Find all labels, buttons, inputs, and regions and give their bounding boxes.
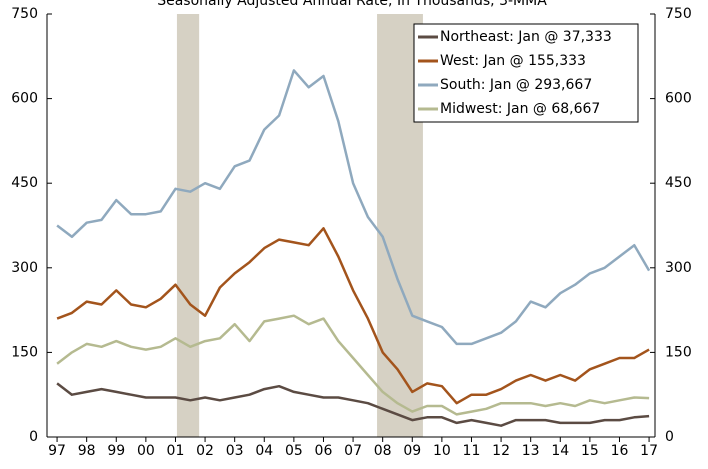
- x-tick-label: 97: [48, 443, 66, 459]
- x-tick-label: 08: [374, 443, 392, 459]
- series-line: [56, 227, 650, 405]
- legend-box: [413, 23, 639, 123]
- y2-tick-label: 0: [665, 429, 674, 445]
- x-tick-label: 17: [640, 443, 658, 459]
- y-tick-label: 150: [11, 344, 38, 360]
- legend-label: Midwest: Jan @ 68,667: [440, 101, 600, 117]
- x-tick-label: 14: [551, 443, 569, 459]
- x-tick-label: 98: [78, 443, 96, 459]
- x-tick-label: 16: [611, 443, 629, 459]
- y2-tick-label: 300: [665, 260, 692, 276]
- x-tick-label: 06: [315, 443, 333, 459]
- y-tick-label: 450: [11, 175, 38, 191]
- x-tick-label: 07: [344, 443, 362, 459]
- x-tick-label: 11: [463, 443, 481, 459]
- x-tick-label: 15: [581, 443, 599, 459]
- legend-label: West: Jan @ 155,333: [440, 53, 586, 69]
- x-tick-label: 10: [433, 443, 451, 459]
- y2-tick-label: 450: [665, 175, 692, 191]
- y2-tick-label: 750: [665, 6, 692, 22]
- y2-tick-label: 150: [665, 344, 692, 360]
- x-tick-label: 04: [255, 443, 273, 459]
- x-tick-label: 99: [107, 443, 125, 459]
- x-tick-label: 03: [226, 443, 244, 459]
- recession-band: [176, 14, 200, 437]
- x-tick-label: 01: [167, 443, 185, 459]
- y-tick-label: 750: [11, 6, 38, 22]
- series-line: [56, 382, 650, 427]
- x-tick-label: 13: [522, 443, 540, 459]
- x-tick-label: 00: [137, 443, 155, 459]
- series-line: [56, 69, 651, 346]
- series-line: [56, 314, 650, 416]
- y2-tick-label: 600: [665, 91, 692, 107]
- x-tick-label: 02: [196, 443, 214, 459]
- y-tick-label: 300: [11, 260, 38, 276]
- x-tick-label: 12: [492, 443, 510, 459]
- y-tick-label: 600: [11, 91, 38, 107]
- legend-label: Northeast: Jan @ 37,333: [440, 29, 612, 45]
- legend-label: South: Jan @ 293,667: [440, 77, 592, 93]
- x-tick-label: 05: [285, 443, 303, 459]
- y-tick-label: 0: [29, 429, 38, 445]
- chart-title: Seasonally Adjusted Annual Rate, In Thou…: [157, 0, 547, 9]
- x-tick-label: 09: [403, 443, 421, 459]
